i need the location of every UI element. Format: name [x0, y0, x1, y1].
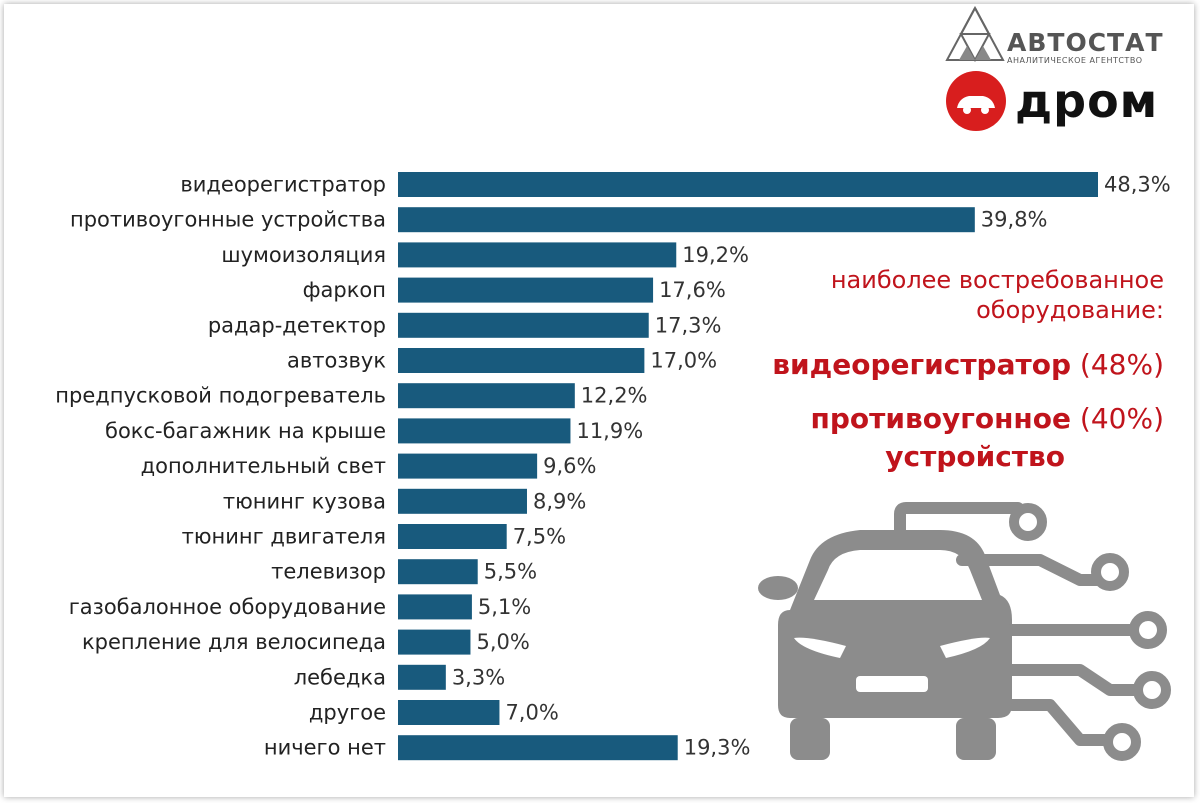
bar-5 — [398, 348, 645, 373]
bar-3 — [398, 277, 654, 303]
annotation-line1: наиболее востребованное — [830, 266, 1164, 294]
avtostat-name: АВТОСТАТ — [1007, 28, 1164, 57]
category-label-12: газобалонное оборудование — [69, 595, 386, 619]
value-label-0: 48,3% — [1104, 173, 1171, 197]
annotation-item2-pct: (40%) — [1079, 402, 1164, 435]
bar-9 — [398, 488, 527, 514]
bar-8 — [398, 453, 538, 479]
bar-10 — [398, 524, 507, 549]
category-label-11: телевизор — [271, 560, 386, 584]
category-label-13: крепление для велосипеда — [82, 630, 386, 654]
bar-4 — [398, 312, 649, 338]
bar-13 — [398, 629, 471, 655]
bar-1 — [398, 207, 975, 233]
value-label-6: 12,2% — [581, 384, 648, 408]
drom-car-logo-icon — [946, 71, 1006, 131]
value-label-1: 39,8% — [981, 208, 1048, 232]
car-circuit-icon — [758, 502, 1171, 761]
bar-0 — [398, 172, 1098, 197]
value-label-12: 5,1% — [478, 595, 531, 619]
category-label-0: видеорегистратор — [180, 173, 386, 197]
category-label-14: лебедка — [294, 665, 386, 689]
bar-2 — [398, 242, 677, 268]
annotation-item1: видеорегистратор (48%) — [772, 348, 1164, 381]
annotation-item1-name: видеорегистратор — [772, 348, 1071, 381]
annotation-item2-name-a: противоугонное — [810, 402, 1071, 435]
value-label-10: 7,5% — [513, 525, 566, 549]
value-label-15: 7,0% — [505, 701, 558, 725]
bar-11 — [398, 559, 478, 585]
value-label-14: 3,3% — [452, 665, 505, 689]
category-label-16: ничего нет — [264, 736, 386, 760]
annotation-item2-name-b: устройство — [885, 440, 1065, 473]
category-label-9: тюнинг кузова — [223, 489, 386, 513]
category-label-4: радар-детектор — [208, 313, 386, 337]
category-label-1: противоугонные устройства — [70, 208, 386, 232]
category-label-3: фаркоп — [303, 278, 386, 302]
value-label-16: 19,3% — [684, 736, 751, 760]
bar-15 — [398, 700, 500, 725]
avtostat-subtitle: АНАЛИТИЧЕСКОЕ АГЕНТСТВО — [1007, 56, 1143, 65]
value-label-13: 5,0% — [476, 630, 529, 654]
bar-7 — [398, 418, 571, 444]
annotation-item2-b: устройство — [885, 440, 1065, 473]
value-label-11: 5,5% — [484, 560, 537, 584]
annotation-item2: противоугонное (40%) — [811, 402, 1164, 435]
value-label-5: 17,0% — [650, 349, 717, 373]
category-label-6: предпусковой подогреватель — [55, 384, 386, 408]
triangle-logo-icon — [945, 6, 1005, 63]
category-label-8: дополнительный свет — [141, 454, 386, 478]
bar-6 — [398, 383, 575, 409]
bar-12 — [398, 594, 472, 620]
category-label-15: другое — [309, 701, 386, 725]
value-label-2: 19,2% — [682, 243, 749, 267]
avtostat-logo: АВТОСТАТ АНАЛИТИЧЕСКОЕ АГЕНТСТВО — [945, 6, 1185, 66]
drom-name: дром — [1015, 74, 1159, 128]
value-label-4: 17,3% — [655, 313, 722, 337]
value-label-9: 8,9% — [533, 489, 586, 513]
category-label-2: шумоизоляция — [221, 243, 386, 267]
value-label-8: 9,6% — [543, 454, 596, 478]
value-label-7: 11,9% — [576, 419, 643, 443]
annotation-item1-pct: (48%) — [1079, 348, 1164, 381]
drom-logo: дром — [945, 70, 1170, 132]
category-label-7: бокс-багажник на крыше — [105, 419, 386, 443]
bar-14 — [398, 664, 446, 690]
annotation-line2: оборудование: — [976, 296, 1164, 324]
category-label-10: тюнинг двигателя — [182, 525, 386, 549]
value-label-3: 17,6% — [659, 278, 726, 302]
category-label-5: автозвук — [287, 349, 386, 373]
bar-16 — [398, 735, 678, 761]
